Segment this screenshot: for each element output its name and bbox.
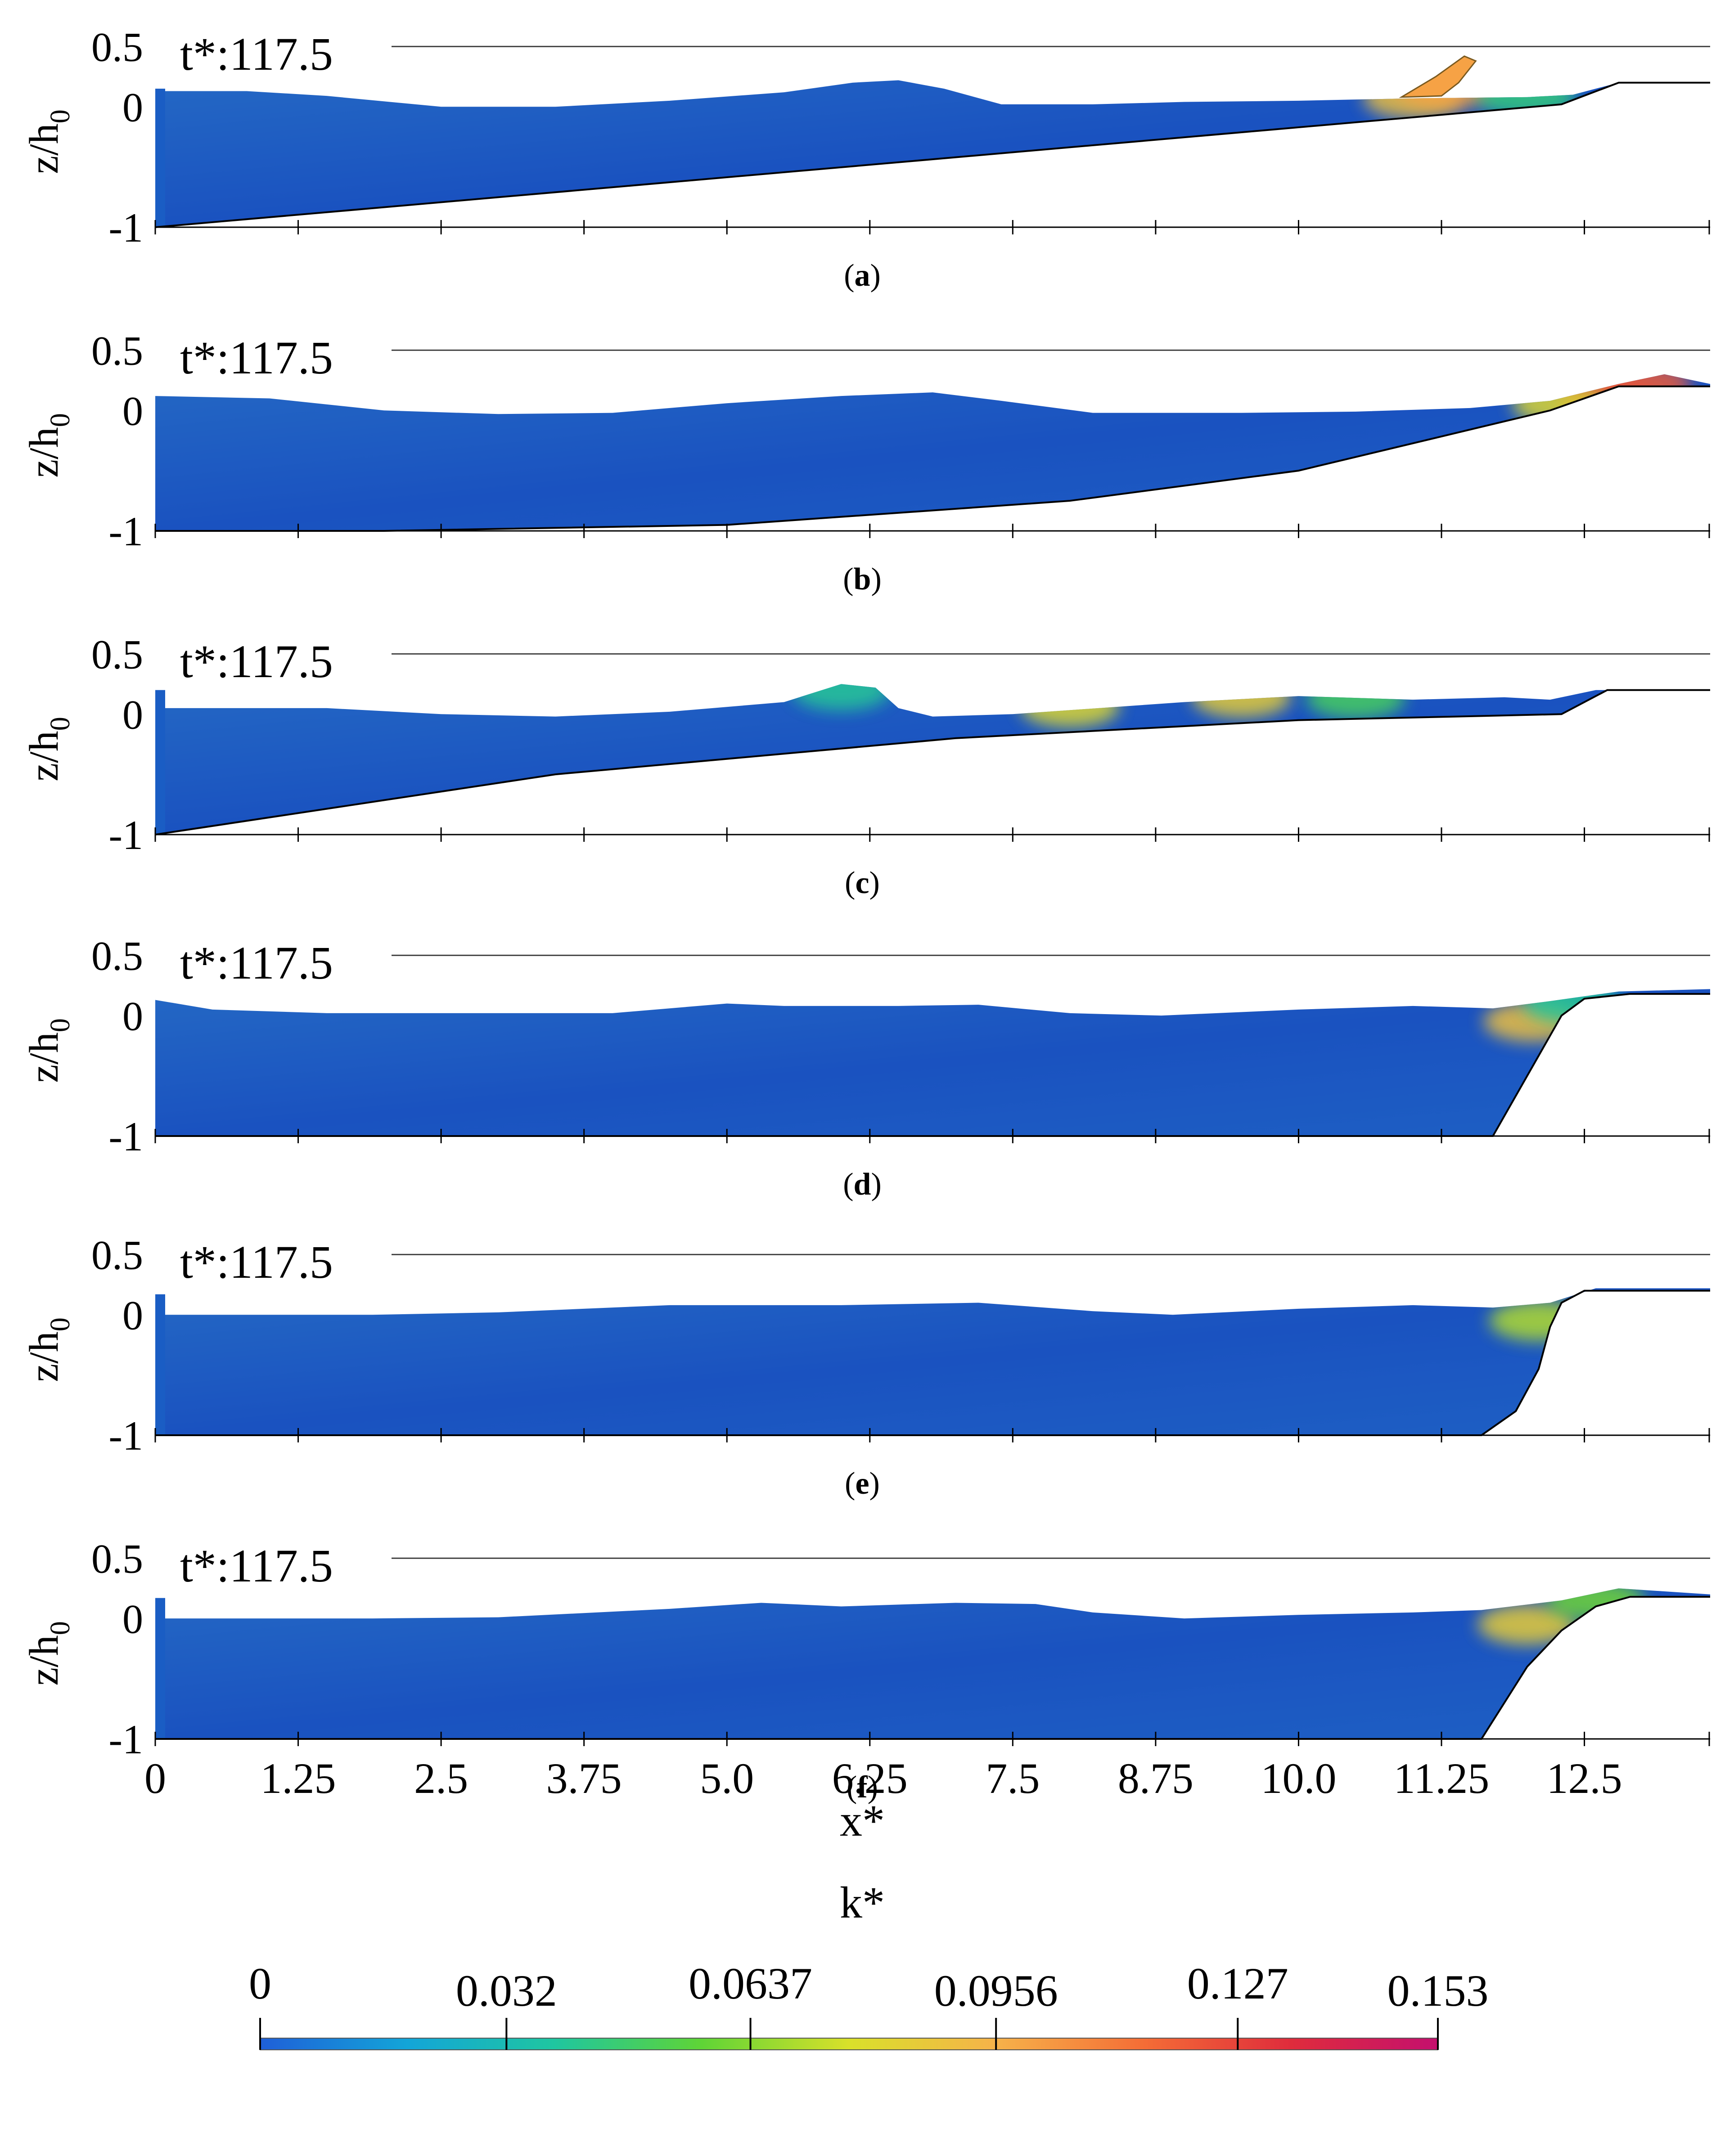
y-axis-label: z/h0 [21,1317,76,1382]
water-body [155,1588,1710,1739]
x-tick-label: 5.0 [700,1754,754,1802]
colorbar-gradient [260,2038,1438,2050]
time-label: t*:117.5 [180,636,333,687]
turbulence-hotspot [1306,684,1405,719]
y-tick-label: -1 [108,812,143,858]
wavemaker-wall [155,690,165,835]
y-tick-label: -1 [108,1413,143,1459]
x-tick-label: 11.25 [1394,1754,1489,1802]
colorbar: k* 0 0.032 0.0637 0.0956 0.127 0.153 [249,1878,1489,2050]
y-tick-label: -1 [108,1716,143,1762]
wavemaker-wall [155,1598,165,1739]
y-tick-label: 0 [122,84,143,130]
bed-profile [155,1289,1710,1436]
turbulence-hotspot [1477,1604,1577,1645]
turbulence-field [1512,374,1691,425]
turbulence-field [1489,1300,1588,1341]
x-tick-label: 1.25 [261,1754,336,1802]
y-tick-label: 0.5 [91,24,143,70]
colorbar-tick-label: 0.0956 [934,1966,1058,2016]
turbulence-hotspot [1192,684,1291,718]
wavemaker-wall [155,1294,165,1435]
y-tick-label: 0 [122,993,143,1039]
y-tick-label: 0.5 [91,1232,143,1278]
water-body [155,1288,1710,1435]
x-tick-label: 6.25 [832,1754,908,1802]
wavemaker-wall [155,89,165,227]
time-label: t*:117.5 [180,332,333,384]
turbulence-hotspot [1523,989,1623,1024]
y-tick-label: -1 [108,205,143,251]
y-tick-label: 0.5 [91,631,143,677]
panel-a: 0.5 0 -1 z/h0 t*:117.5 (a) [21,24,1710,293]
panel-caption: (f) [847,1770,878,1805]
y-axis-label: z/h0 [21,413,76,477]
panel-caption: (d) [843,1167,882,1202]
bed-profile [155,1596,1710,1740]
panel-c: 0.5 0 -1 z/h0 t*:117.5 (c) [21,631,1710,900]
x-tick-label: 8.75 [1118,1754,1194,1802]
panel-b: 0.5 0 -1 z/h0 t*:117.5 (b) [21,328,1710,597]
bed-profile [155,81,1710,228]
turbulence-hotspot [792,684,891,710]
water-body [155,684,1710,835]
panel-caption: (c) [845,866,880,900]
colorbar-tick-label: 0.0637 [689,1958,812,2008]
water-body [155,374,1710,531]
y-axis-label: z/h0 [21,109,76,174]
x-tick-label: 12.5 [1547,1754,1622,1802]
turbulence-field [1483,989,1623,1042]
turbulence-hotspot [1477,80,1577,117]
turbulence-hotspot [1546,1588,1645,1621]
y-tick-label: 0.5 [91,328,143,373]
y-tick-label: 0 [122,692,143,737]
bed-profile [155,689,1710,835]
x-tick-label: 10.0 [1261,1754,1336,1802]
time-label: t*:117.5 [180,937,333,989]
y-tick-label: -1 [108,508,143,554]
turbulence-hotspot [1489,1300,1588,1341]
panel-caption: (b) [843,562,882,597]
time-label: t*:117.5 [180,1540,333,1592]
x-axis-label: x* [840,1796,885,1846]
x-axis: 0 1.25 2.5 3.75 5.0 6.25 7.5 8.75 10.0 11.25 12.5 x… [144,1754,1622,1846]
y-tick-label: 0 [122,1596,143,1642]
colorbar-tick-label: 0.127 [1187,1958,1288,2008]
colorbar-tick-label: 0.153 [1387,1966,1489,2016]
y-axis-label: z/h0 [21,717,76,781]
colorbar-tick-label: 0.032 [456,1966,557,2016]
y-axis-label: z/h0 [21,1018,76,1082]
y-tick-label: 0.5 [91,933,143,979]
y-axis-label: z/h0 [21,1621,76,1685]
panel-d: 0.5 0 -1 z/h0 t*:117.5 (d) [21,933,1710,1202]
turbulence-hotspot [1592,374,1691,404]
panels: 0.50-1z/h0t*:117.5(a)0.50-1z/h0t*:117.5(… [21,24,1710,1805]
colorbar-title: k* [840,1878,885,1927]
turbulence-hotspot [1512,384,1611,425]
time-label: t*:117.5 [180,28,333,80]
x-tick-label: 0 [144,1754,166,1802]
x-tick-label: 7.5 [986,1754,1040,1802]
breaking-crest [1399,55,1477,98]
water-body [155,989,1710,1136]
y-tick-label: 0.5 [91,1536,143,1581]
x-tick-label: 3.75 [546,1754,622,1802]
panel-e: 0.5 0 -1 z/h0 t*:117.5 (e) [21,1232,1710,1501]
water-body [155,80,1710,227]
time-label: t*:117.5 [180,1236,333,1288]
colorbar-tick-label: 0 [249,1958,271,2008]
panel-caption: (e) [845,1466,880,1501]
panel-caption: (a) [844,258,881,293]
turbulence-hotspot [1020,687,1120,728]
y-tick-label: -1 [108,1114,143,1159]
y-tick-label: 0 [122,388,143,434]
x-tick-label: 2.5 [414,1754,468,1802]
turbulence-field [1477,1588,1645,1645]
y-tick-label: 0 [122,1292,143,1338]
